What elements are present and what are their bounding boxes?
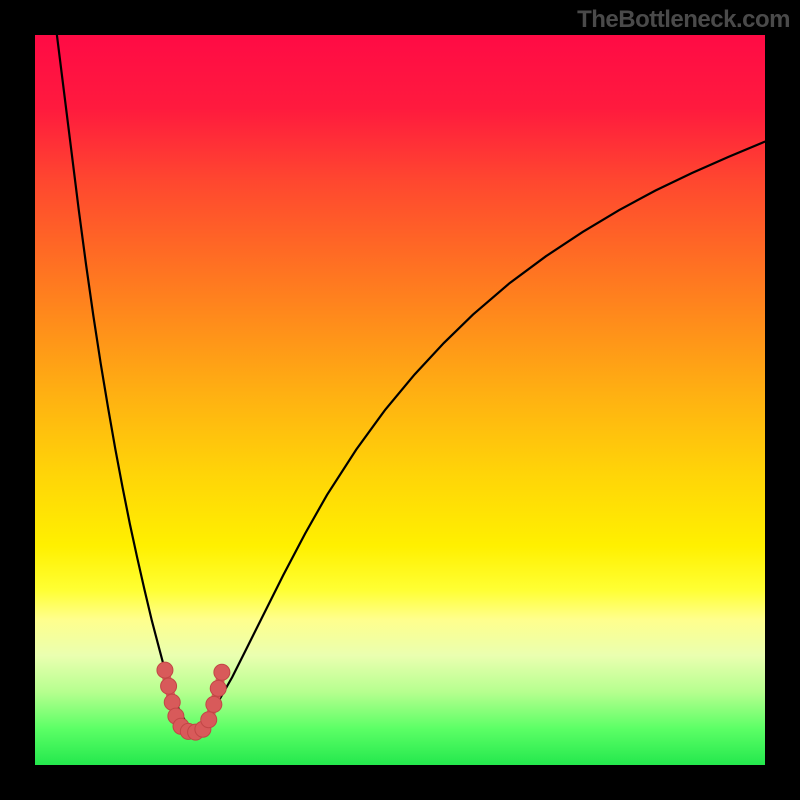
trough-marker-dot: [157, 662, 173, 678]
chart-frame: TheBottleneck.com: [0, 0, 800, 800]
trough-marker-dot: [201, 712, 217, 728]
trough-marker-dot: [210, 680, 226, 696]
trough-marker-dot: [161, 678, 177, 694]
plot-area: [35, 35, 765, 765]
gradient-background: [35, 35, 765, 765]
watermark-text: TheBottleneck.com: [577, 6, 790, 34]
plot-svg: [35, 35, 765, 765]
trough-marker-dot: [206, 696, 222, 712]
trough-marker-dot: [214, 664, 230, 680]
